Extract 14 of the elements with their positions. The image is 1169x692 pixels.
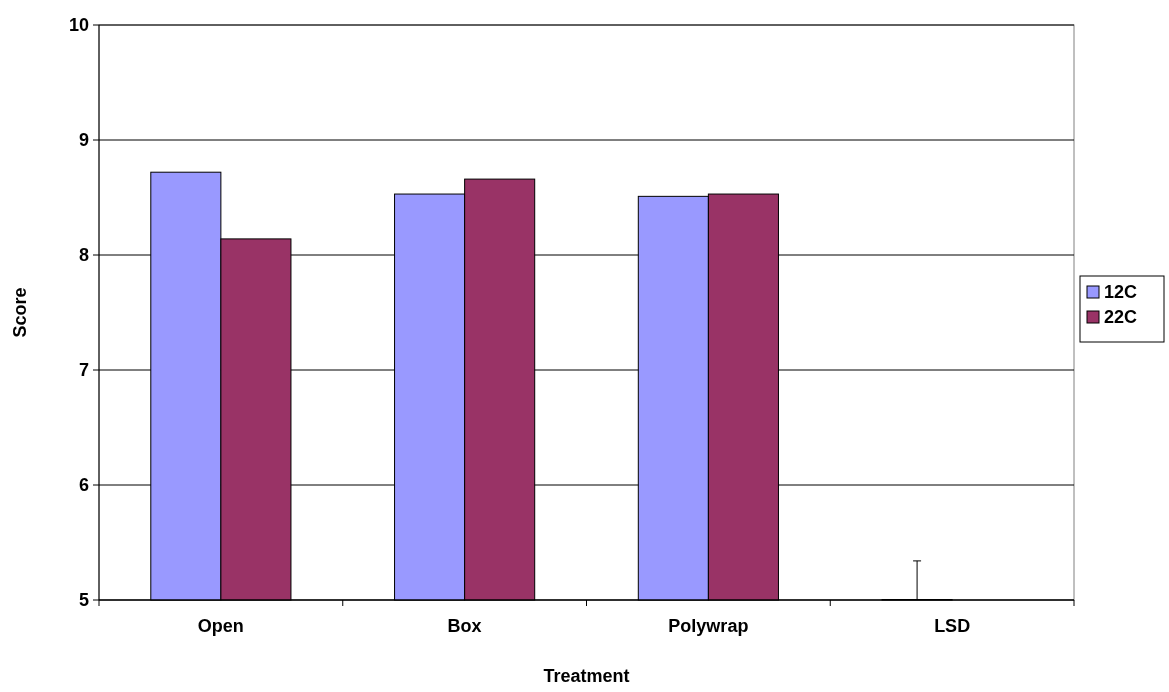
- x-axis-title: Treatment: [543, 666, 630, 686]
- legend-label: 12C: [1104, 282, 1138, 303]
- y-tick-label: 7: [78, 360, 89, 381]
- y-tick-label: 10: [68, 15, 89, 36]
- y-tick-label: 8: [78, 245, 89, 266]
- x-tick-label: Box: [447, 616, 482, 636]
- y-tick-label: 9: [78, 130, 89, 151]
- x-tick-label: Polywrap: [668, 616, 749, 636]
- y-tick-label: 6: [78, 475, 89, 496]
- x-tick-label: LSD: [934, 616, 971, 636]
- y-axis-title: Score: [10, 287, 30, 338]
- y-tick-label: 5: [78, 590, 89, 611]
- x-tick-label: Open: [197, 616, 244, 636]
- legend-label: 22C: [1104, 307, 1138, 328]
